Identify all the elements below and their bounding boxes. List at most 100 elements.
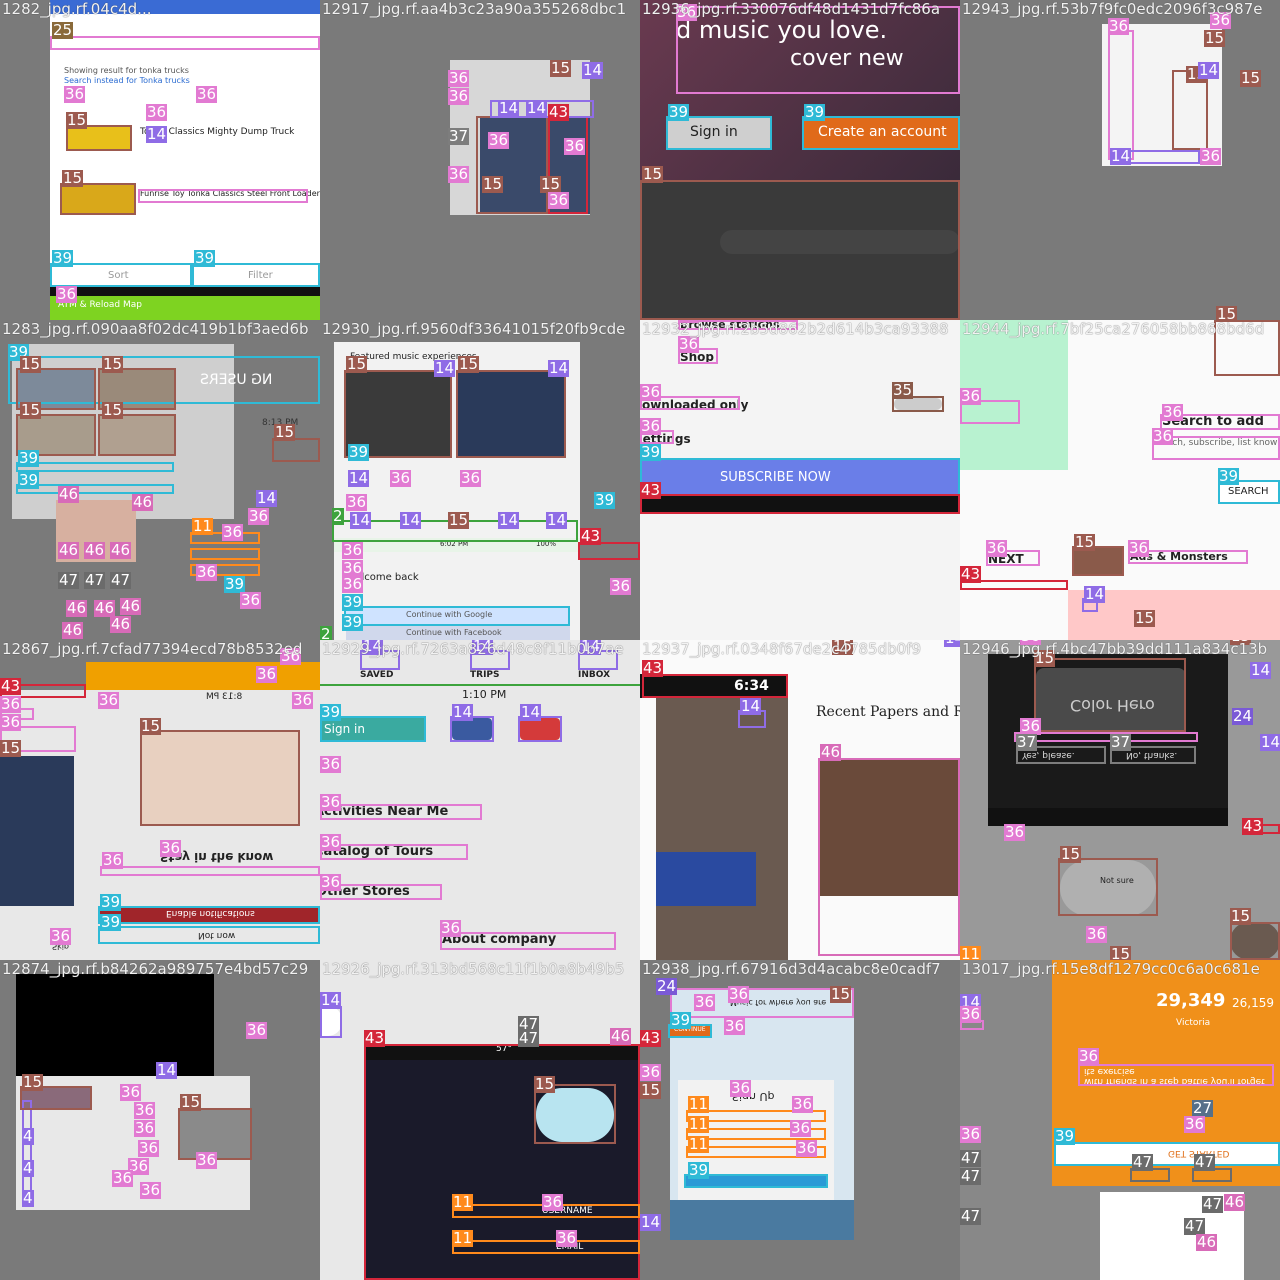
bbox: [16, 462, 174, 472]
bbox: [1078, 1064, 1274, 1086]
email-field[interactable]: EMAIL: [556, 1242, 584, 1252]
bbox: [98, 926, 320, 944]
item-title-1[interactable]: Tonka Classics Mighty Dump Truck: [140, 127, 295, 137]
subscribe-button[interactable]: [640, 460, 960, 494]
catalog-link[interactable]: Catalog of Tours: [320, 844, 434, 859]
label-badge: 15: [0, 739, 22, 757]
sort-button[interactable]: Sort: [108, 270, 129, 281]
bbox: [686, 1110, 826, 1122]
time-readout: 8:13 PM: [262, 418, 299, 428]
search-field[interactable]: [720, 230, 960, 254]
file-name: 12937_jpg.rf.0348f67de2c4785db0f9: [642, 640, 921, 658]
label-badge: 15: [180, 1093, 202, 1111]
filter-button[interactable]: Filter: [248, 270, 273, 281]
bbox: [320, 716, 426, 742]
photo-1: [18, 370, 94, 408]
bbox: [320, 1006, 342, 1038]
label-badge: 36: [140, 1181, 162, 1199]
about-link[interactable]: About company: [442, 932, 557, 947]
bbox: [50, 263, 192, 287]
facebook-button[interactable]: [452, 718, 492, 740]
label-badge: 36: [640, 383, 662, 401]
item-title-2[interactable]: Funrise Toy Tonka Classics Steel Front L…: [140, 189, 320, 198]
facebook-button[interactable]: [346, 626, 570, 640]
label-badge: 24: [656, 977, 678, 995]
label-badge: 2: [332, 507, 344, 525]
search-alt-link[interactable]: Search instead for Tonka trucks: [64, 76, 190, 85]
tile-6: Featured music experiences 6:02 PM 100% …: [320, 320, 640, 640]
loader-image: [62, 184, 134, 214]
bbox: [666, 116, 772, 150]
bbox: [1110, 746, 1196, 764]
search-button-label: SEARCH: [1228, 486, 1269, 497]
bbox: [16, 414, 96, 456]
bbox: [640, 180, 960, 320]
downloaded-toggle[interactable]: [894, 398, 942, 410]
search-to-add: Search to add: [1162, 414, 1264, 429]
label-badge: 15: [102, 355, 124, 373]
create-account-button[interactable]: [804, 118, 960, 148]
shop-link[interactable]: Shop: [680, 350, 715, 364]
label-badge: 36: [678, 320, 700, 323]
label-badge: 36: [488, 131, 510, 149]
bbox: [1230, 922, 1280, 960]
sign-in-button[interactable]: [668, 118, 770, 148]
label-badge: 36: [1200, 147, 1222, 165]
bbox: [66, 125, 132, 151]
atm-banner[interactable]: [50, 296, 320, 320]
label-badge: 36: [564, 137, 586, 155]
label-badge: 39: [1218, 467, 1240, 485]
label-badge: 36: [134, 1101, 156, 1119]
label-badge: 39: [194, 249, 216, 267]
label-badge: 36: [610, 577, 632, 595]
browse-stations[interactable]: Browse stations: [680, 320, 780, 331]
username-field[interactable]: USERNAME: [542, 1206, 593, 1216]
label-badge: 36: [246, 1021, 268, 1039]
trips-tab[interactable]: TRIPS: [470, 670, 500, 680]
label-badge: 36: [548, 191, 570, 209]
activities-link[interactable]: Activities Near Me: [320, 804, 449, 819]
label-badge: 14: [400, 511, 422, 529]
tile-1: Showing result for tonka trucks Search i…: [0, 0, 320, 320]
continue-button[interactable]: [670, 1026, 710, 1036]
label-badge: 36: [196, 563, 218, 581]
label-badge: 36: [0, 695, 22, 713]
label-badge: 36: [790, 1119, 812, 1137]
concert-photo-2: [458, 372, 564, 456]
label-badge: 14: [582, 61, 604, 79]
google-button[interactable]: [346, 608, 570, 624]
label-badge: 39: [52, 249, 74, 267]
signup-submit[interactable]: [686, 1176, 826, 1186]
tile-16: 29,349 26,159 Victoria with friends in a…: [960, 960, 1280, 1280]
photo-3: [18, 416, 94, 454]
label-badge: 36: [56, 285, 78, 303]
label-badge: 36: [320, 833, 342, 851]
stores-link[interactable]: Other Stores: [320, 884, 410, 899]
label-badge: 15: [540, 175, 562, 193]
bbox: [8, 356, 320, 404]
bbox: [16, 368, 96, 410]
not-sure-label: Not sure: [1100, 876, 1134, 885]
avatar: [1230, 922, 1280, 960]
get-started-button[interactable]: [1056, 1144, 1280, 1164]
label-badge: 36: [542, 1193, 564, 1211]
ocean-image: [670, 1200, 854, 1240]
label-badge: 39: [668, 103, 690, 121]
group-photo: [820, 760, 958, 896]
label-badge: 36: [196, 1151, 218, 1169]
inbox-tab[interactable]: INBOX: [578, 670, 611, 680]
time-readout: 6:02 PM: [440, 540, 469, 548]
google-button[interactable]: [520, 718, 560, 740]
player-name: Victoria: [1176, 1018, 1211, 1028]
file-name: 12944_jpg.rf.7bf25ca276058bb868bd6d: [962, 320, 1265, 338]
label-badge: 46: [110, 615, 132, 633]
label-badge: 39: [18, 449, 40, 467]
circle-dialog: [1060, 860, 1156, 916]
label-badge: 11: [688, 1095, 710, 1113]
sign-in-button[interactable]: [320, 718, 424, 740]
chat-bubble-logo: [536, 1088, 614, 1142]
enable-notifications-button[interactable]: [100, 908, 320, 922]
label-badge: 14: [472, 640, 494, 655]
saved-tab[interactable]: SAVED: [360, 670, 394, 680]
bbox: [364, 1044, 640, 1280]
